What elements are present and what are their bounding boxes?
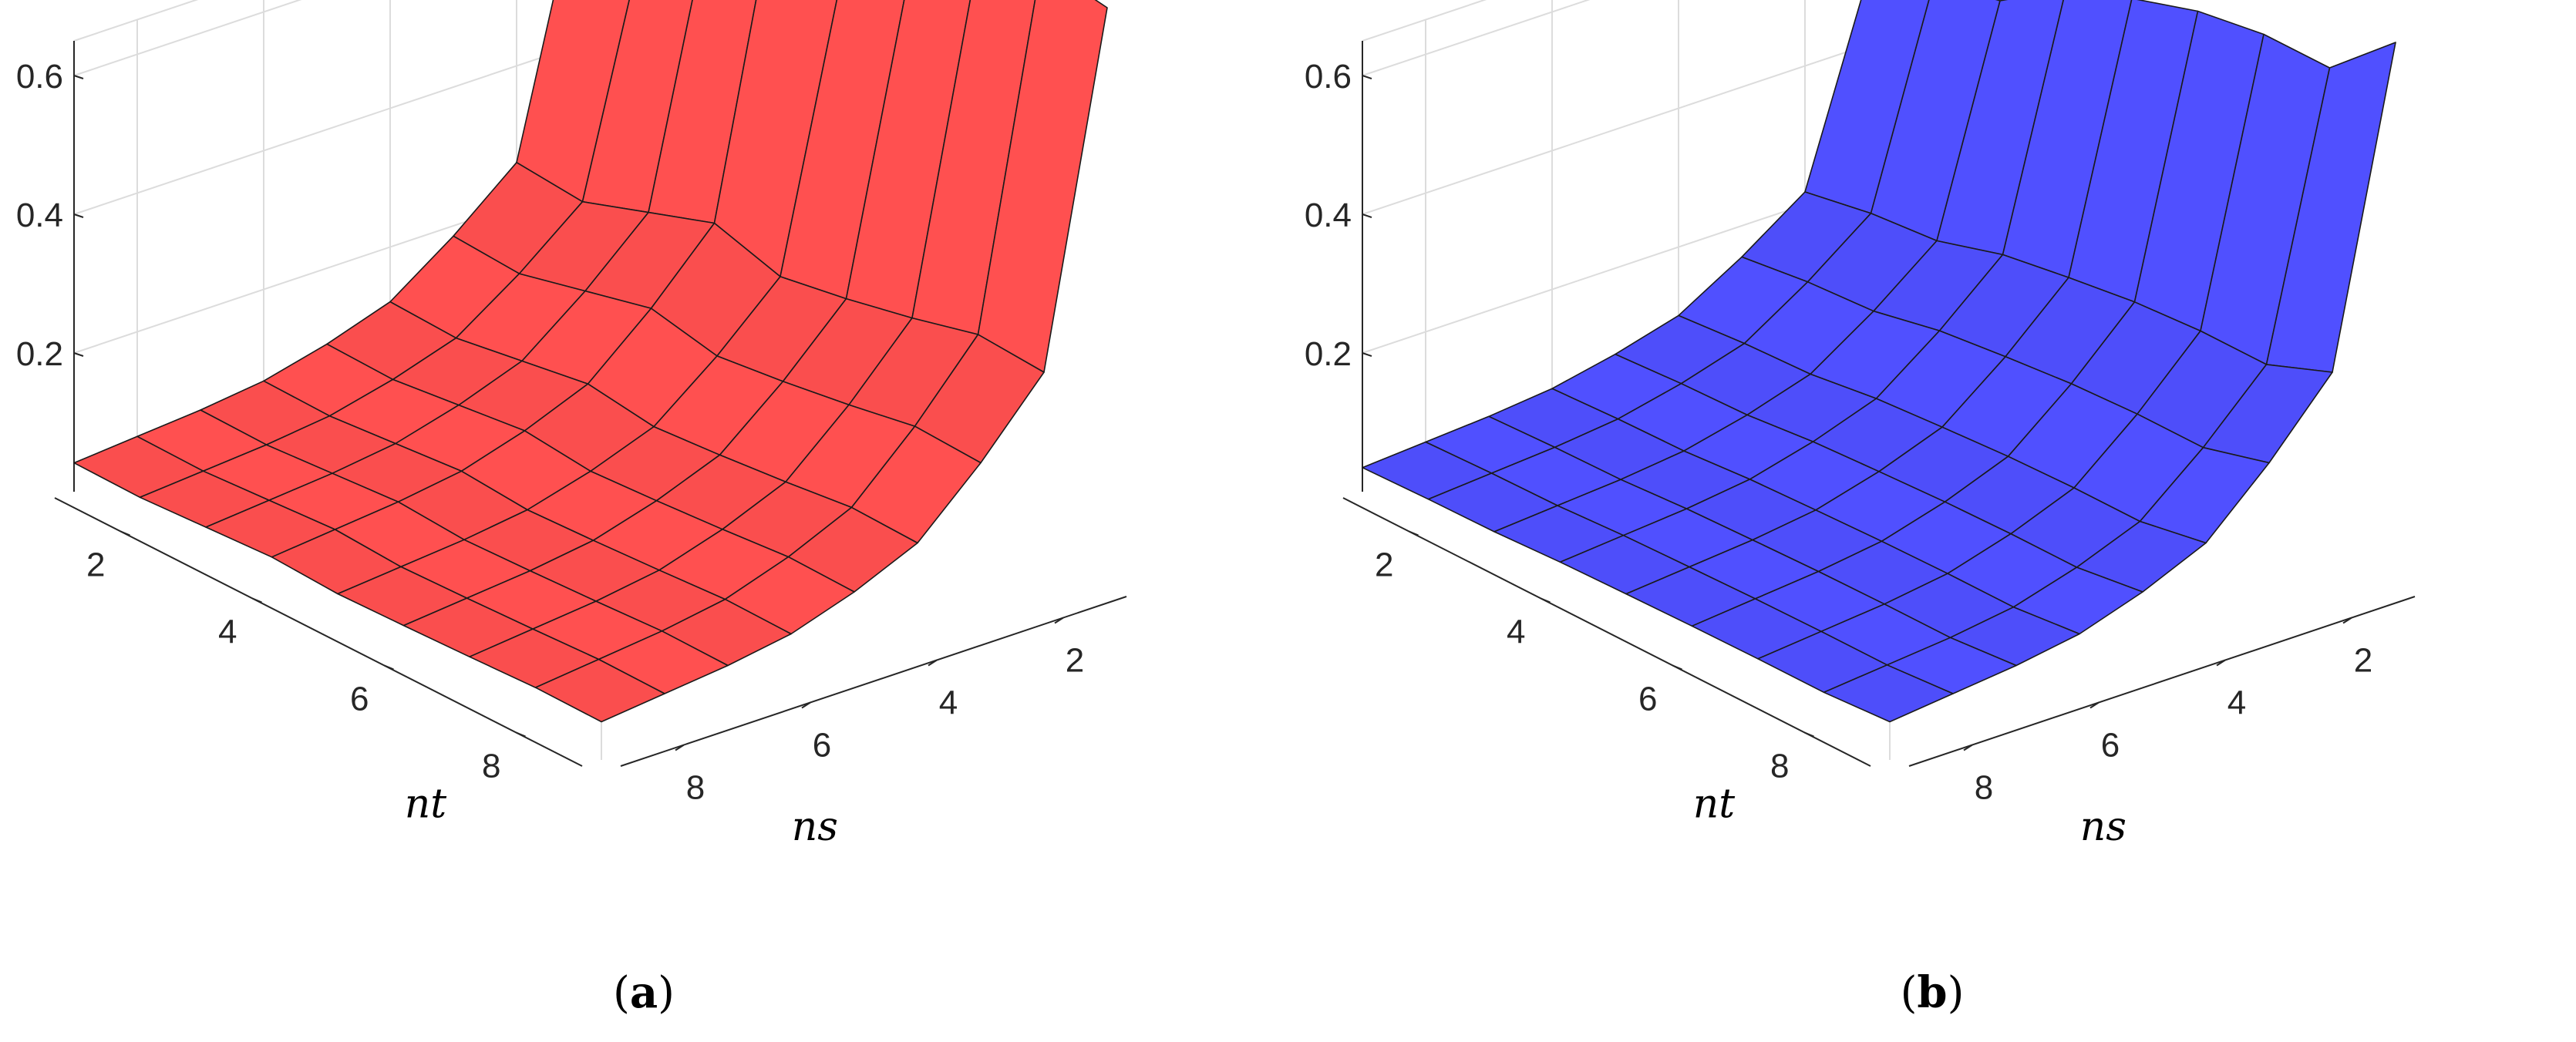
ns-tick-mark — [801, 701, 811, 709]
surface-plot-a: 0.20.40.624682468speed-upntns — [16, 0, 1127, 850]
ns-axis-title: ns — [792, 804, 838, 850]
ns-tick-label: 6 — [2101, 727, 2120, 765]
tick-labels: 0.20.40.624682468speed-upntns — [16, 58, 1084, 850]
z-tick-mark — [73, 213, 84, 218]
z-tick-label: 0.4 — [16, 197, 63, 234]
grid-line — [1362, 183, 1869, 354]
nt-axis-title: nt — [405, 781, 446, 827]
grid-line — [1362, 44, 1869, 215]
figure-panel-b: 0.20.40.624682468speed-upntns (b) — [1288, 0, 2576, 1042]
nt-tick-mark — [1541, 597, 1551, 603]
surface-plot-b: 0.20.40.624682468speed-upntns — [1305, 0, 2416, 850]
surface — [1362, 0, 2396, 723]
z-tick-mark — [73, 75, 84, 79]
z-tick-label: 0.2 — [16, 335, 63, 373]
nt-tick-mark — [1804, 731, 1814, 738]
z-tick-label: 0.6 — [16, 58, 63, 96]
ns-axis-title: ns — [2080, 804, 2126, 850]
surface-patch — [534, 658, 665, 723]
ns-tick-label: 4 — [2227, 684, 2246, 722]
z-tick-label: 0.6 — [1305, 58, 1352, 96]
caption-b-letter: b — [1917, 967, 1948, 1018]
figure-panel-a: 0.20.40.624682468speed-upntns (a) — [16, 0, 1127, 1018]
nt-axis-line — [54, 497, 583, 767]
ns-tick-mark — [928, 659, 938, 667]
nt-tick-mark — [1409, 530, 1419, 536]
grid-line — [73, 44, 581, 215]
ns-tick-mark — [2342, 617, 2352, 624]
z-tick-label: 0.4 — [1305, 197, 1352, 234]
ns-tick-mark — [1963, 744, 1973, 751]
surface-patch — [1823, 664, 1954, 723]
grid-line — [1362, 0, 1487, 42]
grid-line — [73, 0, 199, 42]
nt-tick-label: 4 — [1507, 613, 1525, 651]
ns-tick-label: 6 — [813, 727, 831, 765]
ns-tick-label: 8 — [686, 769, 705, 807]
caption-a: (a) — [612, 967, 675, 1018]
tick-labels: 0.20.40.624682468speed-upntns — [1305, 58, 2372, 850]
ns-tick-mark — [2216, 659, 2226, 667]
nt-tick-mark — [516, 731, 526, 738]
nt-tick-label: 4 — [218, 613, 237, 651]
ns-axis-line — [1908, 596, 2416, 767]
ns-tick-mark — [675, 744, 685, 751]
ns-tick-label: 2 — [1066, 642, 1084, 680]
surface — [73, 0, 1108, 723]
z-tick-mark — [1362, 75, 1372, 79]
nt-tick-label: 2 — [1375, 546, 1393, 584]
nt-tick-label: 6 — [1638, 681, 1657, 718]
grid-line — [1362, 0, 1591, 76]
nt-tick-mark — [1672, 664, 1682, 671]
ns-tick-mark — [1054, 617, 1064, 624]
ns-tick-label: 2 — [2354, 642, 2372, 680]
nt-tick-label: 8 — [482, 748, 500, 785]
nt-tick-mark — [252, 597, 262, 603]
caption-a-letter: a — [629, 967, 658, 1018]
nt-tick-mark — [384, 664, 394, 671]
nt-axis-line — [1342, 497, 1871, 767]
nt-tick-label: 2 — [86, 546, 105, 584]
nt-tick-label: 8 — [1770, 748, 1789, 785]
ns-tick-label: 8 — [1975, 769, 1993, 807]
nt-axis-title: nt — [1693, 781, 1735, 827]
ns-tick-label: 4 — [939, 684, 958, 722]
nt-tick-mark — [120, 530, 130, 536]
ns-tick-mark — [2089, 701, 2100, 709]
caption-b: (b) — [1900, 967, 1965, 1018]
z-tick-mark — [1362, 352, 1372, 357]
axis-lines — [54, 41, 1127, 767]
z-tick-label: 0.2 — [1305, 335, 1352, 373]
axis-lines — [1342, 41, 2416, 767]
z-tick-mark — [73, 352, 84, 357]
ns-axis-line — [620, 596, 1127, 767]
grid-line — [73, 0, 302, 76]
z-tick-mark — [1362, 213, 1372, 218]
nt-tick-label: 6 — [350, 681, 369, 718]
